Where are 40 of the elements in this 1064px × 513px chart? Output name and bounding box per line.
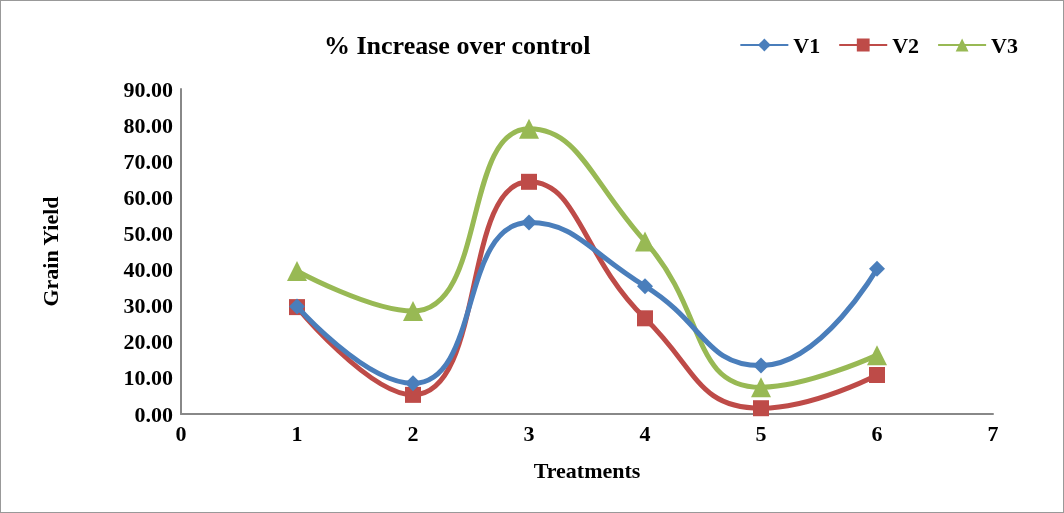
legend-label: V2 (892, 32, 920, 58)
point (753, 357, 769, 374)
point (637, 310, 653, 327)
legend-label: V3 (991, 32, 1018, 58)
point (869, 367, 885, 383)
y-tick-label: 40.00 (123, 257, 173, 283)
y-tick-label: 80.00 (123, 112, 173, 138)
y-tick-label: 20.00 (123, 329, 173, 355)
legend-label: V1 (793, 32, 821, 58)
y-tick-label: 90.00 (123, 76, 173, 102)
x-tick-label: 2 (407, 420, 419, 446)
y-tick-label: 10.00 (123, 365, 173, 391)
point (867, 345, 887, 366)
point (635, 231, 655, 252)
point (519, 118, 539, 139)
x-tick-label: 6 (871, 420, 883, 446)
x-tick-label: 4 (639, 420, 651, 446)
y-tick-label: 30.00 (123, 293, 173, 319)
x-axis-title: Treatments (533, 457, 641, 483)
x-tick-label: 5 (755, 420, 767, 446)
y-tick-label: 0.00 (134, 401, 173, 427)
point (521, 173, 537, 190)
y-axis-title: Grain Yield (37, 196, 63, 307)
x-tick-label: 0 (175, 420, 187, 446)
y-tick-label: 50.00 (123, 220, 173, 246)
chart-title: % Increase over control (324, 30, 591, 60)
x-tick-label: 7 (987, 420, 999, 446)
point (753, 400, 769, 417)
point (405, 375, 421, 392)
point (521, 214, 537, 231)
point (403, 301, 423, 322)
point (405, 386, 421, 403)
point (869, 260, 885, 277)
x-tick-label: 3 (523, 420, 535, 446)
point (637, 278, 653, 295)
y-tick-label: 70.00 (123, 148, 173, 174)
point (287, 261, 307, 281)
y-tick-label: 60.00 (123, 184, 173, 210)
point (751, 377, 771, 398)
x-tick-label: 1 (291, 420, 303, 446)
